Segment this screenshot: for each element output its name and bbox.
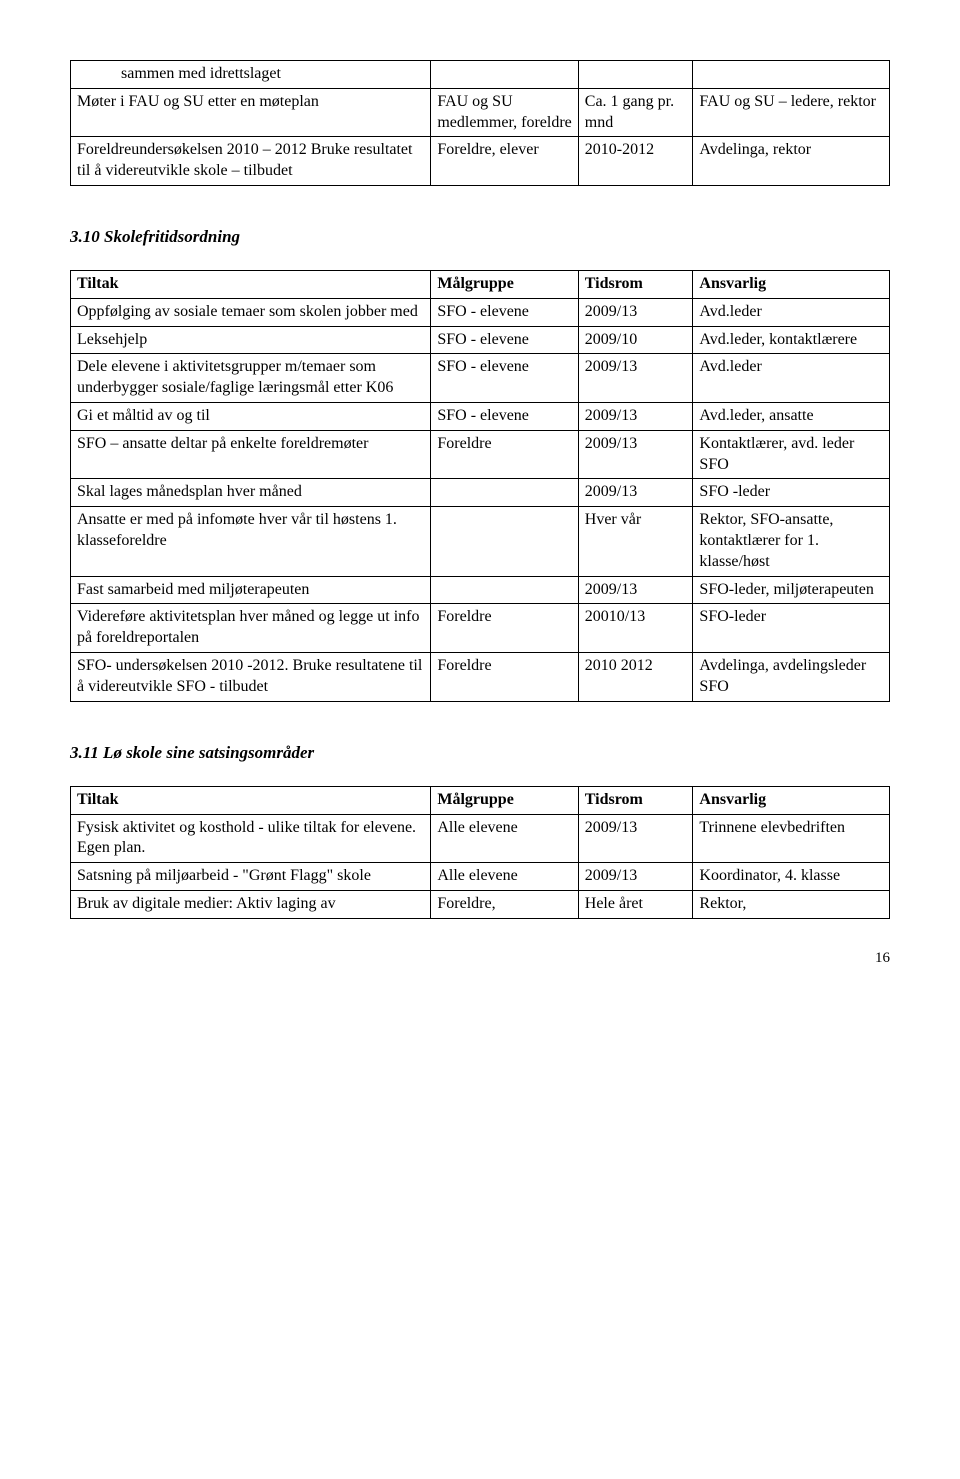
cell: Ansatte er med på infomøte hver vår til … — [71, 507, 431, 576]
table-row: Fast samarbeid med miljøterapeuten 2009/… — [71, 576, 890, 604]
cell: Koordinator, 4. klasse — [693, 863, 890, 891]
cell — [431, 479, 578, 507]
cell: FAU og SU medlemmer, foreldre — [431, 88, 578, 137]
table-row: Skal lages månedsplan hver måned 2009/13… — [71, 479, 890, 507]
cell: Dele elevene i aktivitetsgrupper m/temae… — [71, 354, 431, 403]
cell — [693, 61, 890, 89]
table-row: Leksehjelp SFO - elevene 2009/10 Avd.led… — [71, 326, 890, 354]
cell: Ca. 1 gang pr. mnd — [578, 88, 693, 137]
table-row: sammen med idrettslaget — [71, 61, 890, 89]
cell: 2009/13 — [578, 479, 693, 507]
cell: Oppfølging av sosiale temaer som skolen … — [71, 298, 431, 326]
cell: Foreldre — [431, 604, 578, 653]
cell: Trinnene elevbedriften — [693, 814, 890, 863]
table-intro: sammen med idrettslaget Møter i FAU og S… — [70, 60, 890, 186]
cell: Kontaktlærer, avd. leder SFO — [693, 430, 890, 479]
cell: SFO - elevene — [431, 326, 578, 354]
cell: FAU og SU – ledere, rektor — [693, 88, 890, 137]
cell: Rektor, — [693, 890, 890, 918]
col-header: Tidsrom — [578, 786, 693, 814]
cell: Avdelinga, avdelingsleder SFO — [693, 653, 890, 702]
cell: 2009/10 — [578, 326, 693, 354]
page-number: 16 — [70, 949, 890, 969]
cell: Foreldre — [431, 430, 578, 479]
table-row: SFO- undersøkelsen 2010 -2012. Bruke res… — [71, 653, 890, 702]
cell: Foreldre, elever — [431, 137, 578, 186]
cell: Fysisk aktivitet og kosthold - ulike til… — [71, 814, 431, 863]
table-row: Møter i FAU og SU etter en møteplan FAU … — [71, 88, 890, 137]
cell: Skal lages månedsplan hver måned — [71, 479, 431, 507]
cell — [431, 576, 578, 604]
cell: SFO -leder — [693, 479, 890, 507]
cell: 2009/13 — [578, 863, 693, 891]
cell: 20010/13 — [578, 604, 693, 653]
table-row: Videreføre aktivitetsplan hver måned og … — [71, 604, 890, 653]
col-header: Ansvarlig — [693, 786, 890, 814]
table-310: Tiltak Målgruppe Tidsrom Ansvarlig Oppfø… — [70, 270, 890, 702]
table-row: Fysisk aktivitet og kosthold - ulike til… — [71, 814, 890, 863]
col-header: Ansvarlig — [693, 271, 890, 299]
cell: SFO - elevene — [431, 298, 578, 326]
cell: Avd.leder — [693, 354, 890, 403]
cell: Foreldreundersøkelsen 2010 – 2012 Bruke … — [71, 137, 431, 186]
cell: SFO-leder — [693, 604, 890, 653]
cell: Fast samarbeid med miljøterapeuten — [71, 576, 431, 604]
cell: SFO-leder, miljøterapeuten — [693, 576, 890, 604]
cell: Bruk av digitale medier: Aktiv laging av — [71, 890, 431, 918]
cell: Møter i FAU og SU etter en møteplan — [71, 88, 431, 137]
col-header: Tiltak — [71, 786, 431, 814]
cell: 2009/13 — [578, 403, 693, 431]
section-heading-311: 3.11 Lø skole sine satsingsområder — [70, 742, 890, 764]
cell: Foreldre, — [431, 890, 578, 918]
cell: sammen med idrettslaget — [71, 61, 431, 89]
cell: Hele året — [578, 890, 693, 918]
cell: Avd.leder, ansatte — [693, 403, 890, 431]
cell: 2009/13 — [578, 354, 693, 403]
table-row: Bruk av digitale medier: Aktiv laging av… — [71, 890, 890, 918]
table-311: Tiltak Målgruppe Tidsrom Ansvarlig Fysis… — [70, 786, 890, 919]
cell: Avd.leder — [693, 298, 890, 326]
section-heading-310: 3.10 Skolefritidsordning — [70, 226, 890, 248]
table-row: Gi et måltid av og til SFO - elevene 200… — [71, 403, 890, 431]
cell: SFO - elevene — [431, 354, 578, 403]
cell: Alle elevene — [431, 814, 578, 863]
cell: Avdelinga, rektor — [693, 137, 890, 186]
cell: 2009/13 — [578, 298, 693, 326]
col-header: Tidsrom — [578, 271, 693, 299]
cell: Rektor, SFO-ansatte, kontaktlærer for 1.… — [693, 507, 890, 576]
cell: SFO – ansatte deltar på enkelte foreldre… — [71, 430, 431, 479]
cell — [431, 507, 578, 576]
cell: SFO - elevene — [431, 403, 578, 431]
col-header: Tiltak — [71, 271, 431, 299]
cell: 2009/13 — [578, 576, 693, 604]
table-row: Dele elevene i aktivitetsgrupper m/temae… — [71, 354, 890, 403]
cell: Alle elevene — [431, 863, 578, 891]
cell: Avd.leder, kontaktlærere — [693, 326, 890, 354]
cell — [431, 61, 578, 89]
table-row: Oppfølging av sosiale temaer som skolen … — [71, 298, 890, 326]
cell: 2009/13 — [578, 814, 693, 863]
cell: Satsning på miljøarbeid - "Grønt Flagg" … — [71, 863, 431, 891]
table-header-row: Tiltak Målgruppe Tidsrom Ansvarlig — [71, 786, 890, 814]
cell — [578, 61, 693, 89]
cell: 2010 2012 — [578, 653, 693, 702]
cell: Foreldre — [431, 653, 578, 702]
cell: 2009/13 — [578, 430, 693, 479]
table-row: Foreldreundersøkelsen 2010 – 2012 Bruke … — [71, 137, 890, 186]
cell: 2010-2012 — [578, 137, 693, 186]
table-header-row: Tiltak Målgruppe Tidsrom Ansvarlig — [71, 271, 890, 299]
cell: Gi et måltid av og til — [71, 403, 431, 431]
cell: Hver vår — [578, 507, 693, 576]
col-header: Målgruppe — [431, 786, 578, 814]
table-row: SFO – ansatte deltar på enkelte foreldre… — [71, 430, 890, 479]
table-row: Ansatte er med på infomøte hver vår til … — [71, 507, 890, 576]
cell: Leksehjelp — [71, 326, 431, 354]
col-header: Målgruppe — [431, 271, 578, 299]
cell: Videreføre aktivitetsplan hver måned og … — [71, 604, 431, 653]
cell: SFO- undersøkelsen 2010 -2012. Bruke res… — [71, 653, 431, 702]
table-row: Satsning på miljøarbeid - "Grønt Flagg" … — [71, 863, 890, 891]
